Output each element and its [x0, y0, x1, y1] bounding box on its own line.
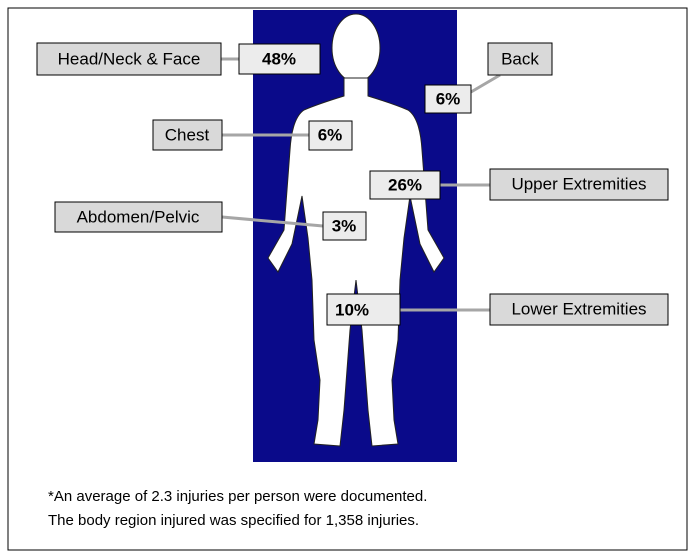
label-box — [152, 119, 223, 151]
region-name: Upper Extremities — [511, 174, 646, 193]
footnote: *An average of 2.3 injuries per person w… — [48, 488, 427, 505]
label-box — [487, 42, 553, 76]
label-box — [489, 293, 669, 326]
value-box — [326, 293, 401, 326]
label-box — [54, 201, 223, 233]
region-value: 6% — [318, 125, 343, 144]
region-value: 48% — [262, 49, 296, 68]
value-box — [322, 211, 367, 241]
connectors — [221, 57, 501, 312]
labels: Head/Neck & Face 48% Back 6% Chest 6% Up… — [36, 42, 669, 326]
region-name: Abdomen/Pelvic — [77, 207, 200, 226]
value-box — [308, 120, 353, 151]
value-box — [238, 43, 321, 75]
region-value: 26% — [388, 175, 422, 194]
label-box — [36, 42, 222, 76]
region-name: Head/Neck & Face — [58, 49, 201, 68]
value-box — [369, 170, 441, 200]
region-value: 10% — [335, 300, 369, 319]
region-value: 3% — [332, 216, 357, 235]
region-name: Back — [501, 49, 539, 68]
region-name: Chest — [165, 125, 210, 144]
region-value: 6% — [436, 89, 461, 108]
value-box — [424, 84, 472, 114]
label-box — [489, 168, 669, 201]
region-name: Lower Extremities — [511, 299, 646, 318]
footnote: The body region injured was specified fo… — [48, 512, 419, 529]
